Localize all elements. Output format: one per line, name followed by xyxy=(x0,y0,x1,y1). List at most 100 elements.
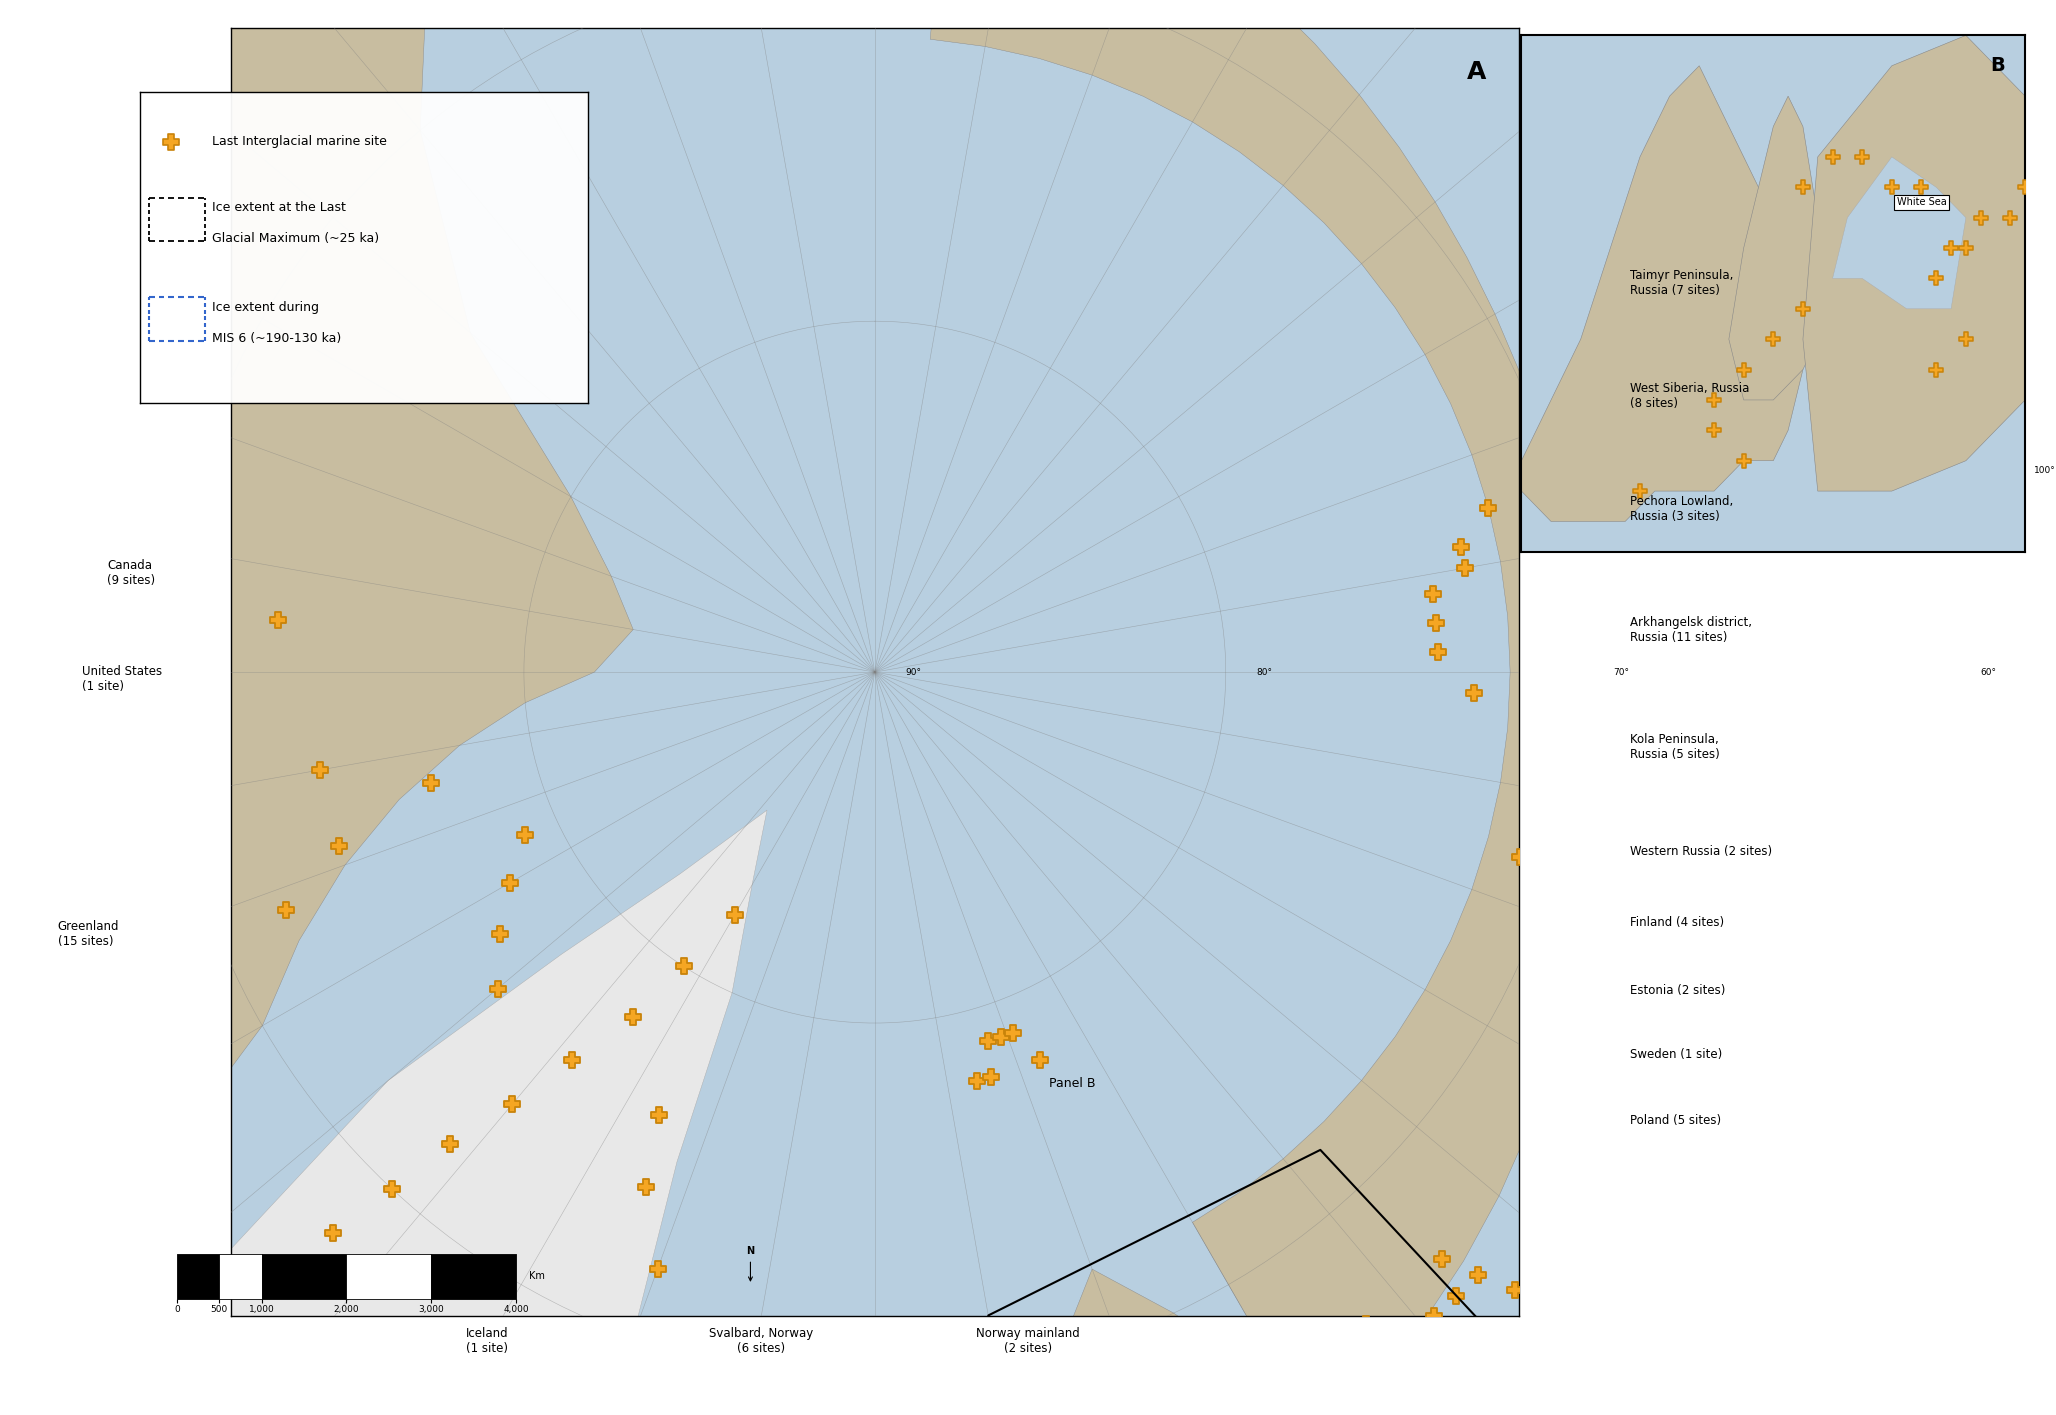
Point xyxy=(493,872,526,894)
Point xyxy=(1429,1391,1462,1414)
Point xyxy=(1657,1315,1690,1337)
Polygon shape xyxy=(115,811,767,1415)
Point xyxy=(1431,1341,1464,1364)
Polygon shape xyxy=(1803,35,2025,491)
Point xyxy=(1624,480,1657,502)
Point xyxy=(1425,1248,1458,1271)
Point xyxy=(1787,175,1820,198)
Text: N: N xyxy=(746,1245,755,1255)
Text: Ice extent during: Ice extent during xyxy=(212,300,319,314)
Point xyxy=(1626,797,1659,819)
Point xyxy=(376,1179,409,1201)
Polygon shape xyxy=(0,0,633,1363)
Text: 90°: 90° xyxy=(905,668,921,676)
Point xyxy=(1419,1351,1452,1374)
Point xyxy=(629,1176,662,1199)
Text: 60°: 60° xyxy=(1980,668,1996,676)
Polygon shape xyxy=(1729,96,1832,400)
Point xyxy=(121,1279,154,1302)
Text: 100°: 100° xyxy=(2033,466,2056,475)
Point xyxy=(1672,1261,1704,1283)
Point xyxy=(1676,1248,1709,1271)
Text: 120°: 120° xyxy=(1894,78,1914,88)
Point xyxy=(970,1030,1003,1053)
Point xyxy=(1949,236,1982,259)
Point xyxy=(197,1257,230,1279)
Point xyxy=(617,1006,650,1029)
Point xyxy=(1756,328,1789,351)
Point xyxy=(1935,236,1968,259)
Point xyxy=(1727,358,1760,381)
Text: MIS 6 (~190-130 ka): MIS 6 (~190-130 ka) xyxy=(212,331,341,345)
Point xyxy=(1624,1408,1657,1415)
Point xyxy=(302,758,335,781)
Polygon shape xyxy=(1521,65,1803,522)
Point xyxy=(960,1070,993,1092)
Text: Arkhangelsk district,
Russia (11 sites): Arkhangelsk district, Russia (11 sites) xyxy=(1630,616,1752,644)
Point xyxy=(1536,1292,1569,1315)
Text: 80°: 80° xyxy=(1256,668,1273,676)
Text: 110°: 110° xyxy=(1980,266,2003,275)
Point xyxy=(481,978,514,1000)
Text: Western Russia (2 sites): Western Russia (2 sites) xyxy=(1630,845,1772,859)
Point xyxy=(1421,611,1454,634)
Point xyxy=(0,1399,10,1415)
Point xyxy=(1628,1394,1661,1415)
Point xyxy=(1875,175,1908,198)
Text: Ice extent at the Last: Ice extent at the Last xyxy=(212,201,345,214)
Point xyxy=(323,835,356,857)
Text: United States
(1 site): United States (1 site) xyxy=(82,665,162,693)
Point xyxy=(1698,419,1731,441)
Text: Svalbard, Norway
(6 sites): Svalbard, Norway (6 sites) xyxy=(709,1327,812,1356)
Point xyxy=(555,1049,588,1071)
Polygon shape xyxy=(1832,157,1966,308)
Point xyxy=(1579,1244,1612,1266)
Point xyxy=(495,1092,528,1115)
Point xyxy=(1558,1081,1591,1104)
Polygon shape xyxy=(956,1269,1345,1415)
Point xyxy=(1528,1129,1561,1152)
Text: Kola Peninsula,
Russia (5 sites): Kola Peninsula, Russia (5 sites) xyxy=(1630,733,1721,761)
Point xyxy=(975,1065,1007,1088)
Text: Pechora Lowland,
Russia (3 sites): Pechora Lowland, Russia (3 sites) xyxy=(1630,495,1733,524)
Point xyxy=(1698,389,1731,412)
Text: A: A xyxy=(1468,61,1486,85)
Point xyxy=(508,824,541,846)
Point xyxy=(1649,1341,1682,1364)
Point xyxy=(1661,1300,1694,1323)
Point xyxy=(0,0,16,21)
Point xyxy=(1665,1288,1698,1310)
Text: 70°: 70° xyxy=(1612,668,1628,676)
Point xyxy=(317,1221,350,1244)
Text: Sweden (1 site): Sweden (1 site) xyxy=(1630,1047,1723,1061)
Point xyxy=(1585,815,1618,838)
Point xyxy=(1283,1315,1316,1337)
Point xyxy=(1787,297,1820,320)
Point xyxy=(641,1104,674,1126)
Point xyxy=(1667,1275,1700,1298)
Point xyxy=(1503,846,1536,869)
Point xyxy=(985,1026,1018,1049)
Point xyxy=(70,1276,103,1299)
Point xyxy=(1532,879,1565,901)
Point xyxy=(1458,682,1491,705)
Text: Glacial Maximum (~25 ka): Glacial Maximum (~25 ka) xyxy=(212,232,378,245)
Point xyxy=(154,130,187,153)
Point xyxy=(1523,903,1556,925)
Text: West Siberia, Russia
(8 sites): West Siberia, Russia (8 sites) xyxy=(1630,382,1750,410)
Point xyxy=(1920,267,1953,290)
Point xyxy=(1423,641,1456,664)
Point xyxy=(269,899,302,921)
Point xyxy=(1544,832,1577,855)
Text: Canada
(9 sites): Canada (9 sites) xyxy=(107,559,154,587)
Point xyxy=(641,1258,674,1281)
Text: Greenland
(15 sites): Greenland (15 sites) xyxy=(58,920,119,948)
Point xyxy=(1653,1327,1686,1350)
Point xyxy=(1513,1085,1546,1108)
Text: Km: Km xyxy=(528,1271,545,1282)
Point xyxy=(1727,450,1760,473)
Point xyxy=(668,955,701,978)
Point xyxy=(245,1254,278,1276)
Point xyxy=(718,904,750,927)
Point xyxy=(1024,1049,1057,1071)
